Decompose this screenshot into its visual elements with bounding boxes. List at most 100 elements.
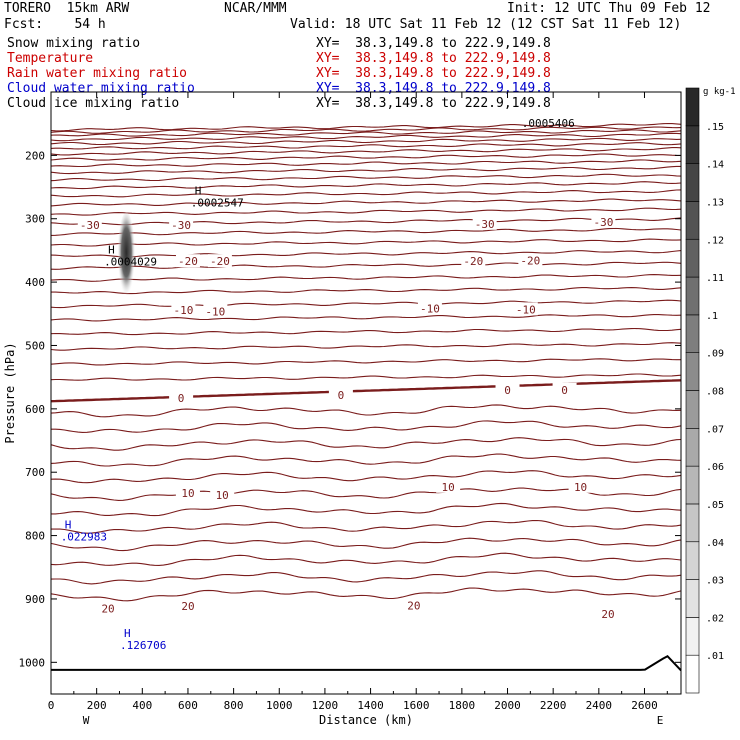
colorbar-segment: [685, 428, 700, 467]
isotherm--56: [50, 122, 682, 132]
colorbar-segment: [685, 314, 700, 353]
colorbar-segment: [685, 617, 700, 656]
x-tick-label: 2200: [540, 699, 567, 712]
colorbar-tick-label: .01: [706, 651, 724, 662]
isotherm-8: [50, 453, 682, 467]
isotherm--32: [50, 189, 682, 198]
isotherm--38: [50, 165, 681, 175]
isotherm-label: -30: [171, 219, 191, 232]
isotherm--18: [50, 261, 682, 270]
isotherm-label: 20: [181, 600, 194, 613]
isotherm--48: [50, 137, 682, 146]
x-end-label-w: W: [83, 714, 90, 727]
isotherm-label: -30: [593, 216, 613, 229]
colorbar-tick-label: .11: [706, 273, 724, 284]
colorbar-tick-label: .14: [706, 160, 724, 171]
isotherm--22: [50, 238, 682, 247]
isotherm-label: 10: [442, 481, 455, 494]
snow-shading-layer: [117, 212, 136, 302]
x-tick-label: 1600: [403, 699, 430, 712]
colorbar-tick-label: .12: [706, 235, 724, 246]
valid-time: Valid: 18 UTC Sat 11 Feb 12 (12 CST Sat …: [290, 17, 682, 32]
x-tick-label: 1200: [312, 699, 339, 712]
isotherm-label: -30: [475, 218, 495, 231]
colorbar-segment: [685, 390, 700, 429]
isotherm-label: -20: [210, 255, 230, 268]
isotherm--34: [50, 181, 682, 190]
isotherm--30: [50, 198, 682, 207]
colorbar-tick-label: .1: [706, 311, 718, 322]
max-value: .0002547: [191, 197, 244, 210]
isotherm-label: 20: [601, 608, 614, 621]
isotherm-16: [50, 519, 682, 534]
field-name-cloud-ice: Cloud ice mixing ratio: [7, 96, 180, 111]
colorbar-tick-label: .06: [706, 462, 724, 473]
isotherm--4: [50, 358, 681, 366]
x-tick-label: 2000: [494, 699, 521, 712]
isotherm-label: 0: [561, 384, 568, 397]
plot-frame: [50, 91, 682, 695]
colorbar-segment: [685, 579, 700, 618]
x-tick-label: 800: [224, 699, 244, 712]
colorbar-tick-label: .15: [706, 122, 724, 133]
x-axis-label: Distance (km): [319, 713, 413, 727]
isotherm--46: [50, 142, 682, 150]
isotherm--8: [50, 327, 682, 336]
y-tick-label: 600: [25, 403, 45, 416]
colorbar-tick-label: .02: [706, 613, 724, 624]
colorbar: .01 .02 .03 .04 .05 .06 .07 .08 .09 .1 .11 .12 .13 .1…: [685, 87, 736, 694]
max-value: .022983: [61, 531, 107, 544]
snow-shaded-area: [117, 212, 136, 302]
max-symbol: H: [195, 185, 202, 198]
isotherm--20: [50, 250, 682, 258]
max-value: .0005406: [522, 117, 575, 130]
isotherm--10: [50, 314, 682, 322]
y-tick-label: 700: [25, 466, 45, 479]
colorbar-segment: [685, 276, 700, 316]
field-name-snow: Snow mixing ratio: [7, 36, 141, 51]
max-symbol: H: [108, 244, 115, 257]
isotherm--26: [50, 217, 682, 226]
max-symbol: H: [124, 627, 131, 640]
colorbar-segment: [685, 87, 700, 127]
isotherm--12: [50, 299, 682, 309]
field-xy-snow: XY= 38.3,149.8 to 222.9,149.8: [316, 36, 551, 51]
isotherm--28: [50, 207, 682, 216]
isotherm-label: 20: [101, 602, 114, 615]
colorbar-tick-label: .13: [706, 197, 724, 208]
field-xy-temperature: XY= 38.3,149.8 to 222.9,149.8: [316, 51, 551, 66]
isotherm-2: [50, 404, 682, 418]
x-tick-label: 1000: [266, 699, 293, 712]
colorbar-segment: [685, 238, 700, 278]
y-tick-label: 800: [25, 530, 45, 543]
isotherm--14: [51, 287, 682, 295]
y-tick-label: 500: [25, 339, 45, 352]
x-tick-label: 1800: [449, 699, 476, 712]
isotherm-label: -30: [80, 219, 100, 232]
field-name-temperature: Temperature: [7, 51, 94, 66]
isotherm-label: 10: [216, 489, 229, 502]
y-tick-label: 300: [25, 213, 45, 226]
field-name-rain: Rain water mixing ratio: [7, 66, 188, 81]
terrain-line: [51, 654, 682, 672]
colorbar-segment: [685, 352, 700, 391]
organization: NCAR/MMM: [224, 1, 287, 16]
colorbar-tick-label: .08: [706, 387, 724, 398]
y-tick-label: 1000: [19, 656, 46, 669]
max-value: .0004029: [104, 256, 157, 269]
colorbar-segment: [685, 465, 700, 505]
isotherm-label: -10: [205, 305, 225, 318]
colorbar-segment: [685, 541, 700, 580]
maxima-layer: H.0002547H.0004029H.022983H.126706.00054…: [61, 117, 575, 652]
y-axis-label: Pressure (hPa): [3, 342, 17, 443]
isotherm--42: [50, 153, 682, 161]
init-time: Init: 12 UTC Thu 09 Feb 12: [507, 1, 711, 16]
isotherm-14: [51, 502, 682, 517]
colorbar-unit: g kg-1: [703, 87, 736, 97]
axes-layer: 0 200 400 600 800 1000 1200 1400 1600 1800 2000 220…: [3, 91, 682, 727]
colorbar-tick-label: .09: [706, 349, 724, 360]
isotherm-22: [50, 570, 682, 585]
isotherm-label: -10: [516, 303, 536, 316]
colorbar-tick-label: .05: [706, 500, 724, 511]
isotherm-0: [50, 379, 682, 403]
